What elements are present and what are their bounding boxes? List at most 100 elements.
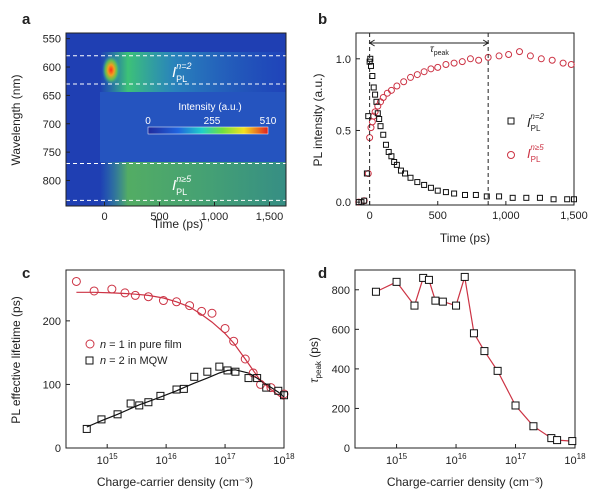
x-tick-label: 1015 [386, 452, 408, 467]
x-tick-label: 1016 [445, 452, 467, 467]
data-point-n2 [280, 391, 288, 400]
data-point-n2 [483, 193, 490, 200]
data-point-n2 [421, 181, 428, 188]
data-point-n5 [526, 52, 534, 60]
data-point-n1 [120, 288, 130, 298]
data-point-n2 [523, 194, 530, 201]
axes-ticks: 1015 1016 1017 1018 0 200 400 600 800 [332, 285, 586, 467]
data-point-n2 [402, 170, 409, 177]
y-axis-label: PL effective lifetime (ps) [9, 296, 23, 423]
data-point [438, 297, 447, 306]
data-point-n2 [571, 196, 577, 203]
data-point-n2 [393, 161, 400, 168]
y-tick-label: 650 [43, 90, 61, 102]
panel-a-label: a [22, 11, 31, 28]
data-point [392, 277, 401, 286]
y-tick-label: 700 [43, 119, 61, 131]
x-tick-label: 500 [150, 211, 168, 223]
data-point-n5 [559, 59, 567, 67]
panel-c-label: c [22, 265, 30, 282]
data-point-n2 [367, 62, 374, 69]
heatmap-band-n5 [100, 162, 286, 206]
data-point-n2 [97, 415, 106, 424]
axes-ticks: 0 500 1,000 1,500 550 600 650 700 750 800 [43, 34, 284, 223]
plot-marks [355, 48, 577, 206]
data-point [493, 366, 502, 375]
legend-label-n1: n = 1 in pure film [100, 339, 182, 351]
legend: n = 1 in pure film n = 2 in MQW [85, 339, 182, 367]
data-point-n5 [495, 52, 503, 60]
y-axis-label: Wavelength (nm) [9, 75, 23, 166]
data-point [371, 287, 380, 296]
x-tick-label: 500 [429, 210, 447, 222]
data-point-n2 [377, 123, 384, 130]
data-point [469, 329, 478, 338]
data-point [529, 422, 538, 431]
data-point-n5 [466, 55, 474, 63]
data-point-n5 [442, 61, 450, 69]
data-point [424, 275, 433, 284]
colorbar-mid-label: 255 [204, 116, 221, 127]
data-point-n2 [126, 399, 135, 408]
data-point-n5 [400, 78, 408, 86]
data-point-n2 [253, 374, 262, 383]
x-axis-label: Charge-carrier density (cm⁻³) [387, 475, 543, 489]
data-point-n2 [374, 110, 381, 117]
y-tick-label: 800 [332, 285, 350, 297]
data-point [410, 301, 419, 310]
heatmap-band-n2 [100, 52, 286, 92]
fit-line-n2 [86, 369, 285, 428]
fit-line-n1 [76, 291, 285, 401]
axes-frame [354, 269, 576, 449]
x-tick-label: 0 [101, 211, 107, 223]
data-point-n2 [274, 386, 283, 395]
data-point-n5 [537, 55, 545, 63]
y-tick-label: 100 [43, 379, 61, 391]
panel-c: c 1015 1016 1017 1018 0 100 200 n = 1 in pure … [9, 265, 295, 489]
series-line [375, 276, 573, 442]
dashed-lines [66, 55, 286, 201]
band-label-n5: IPLn≥5 [172, 174, 192, 197]
data-point-n5 [475, 56, 483, 64]
data-point-n2 [370, 84, 377, 91]
tau-arrowhead-left [368, 39, 375, 47]
data-point-n5 [413, 71, 421, 79]
x-tick-label: 1,000 [492, 210, 520, 222]
data-point-n2 [414, 179, 421, 186]
panel-d-label: d [318, 265, 327, 282]
y-tick-label: 800 [43, 175, 61, 187]
data-point-n2 [367, 55, 374, 62]
data-point-n2 [472, 191, 479, 198]
data-point-n1 [207, 308, 217, 318]
data-point-n1 [229, 336, 239, 346]
plot-marks [371, 272, 577, 446]
data-point-n2 [564, 196, 571, 203]
panel-a: a 0 500 1,000 1,500 550 600 650 700 750 800 Inten… [9, 11, 287, 231]
data-point-n2 [156, 391, 165, 400]
legend-marker-n5 [507, 151, 515, 159]
legend-label-n2: n = 2 in MQW [100, 355, 168, 367]
x-tick-label: 1,000 [201, 211, 229, 223]
panel-b-label: b [318, 11, 327, 28]
data-point-n2 [244, 374, 253, 383]
data-point [568, 437, 577, 446]
data-point-n2 [179, 384, 188, 393]
tau-arrowhead-right [482, 39, 490, 47]
x-tick-label: 1,500 [256, 211, 284, 223]
data-point-n5 [427, 65, 435, 73]
heatmap-image [66, 33, 286, 206]
data-point-n1 [172, 297, 182, 307]
y-tick-label: 0 [55, 443, 61, 455]
data-point-n2 [407, 174, 414, 181]
axes-frame [65, 32, 287, 207]
colorbar: Intensity (a.u.) 0 255 510 [145, 102, 277, 135]
data-point-n5 [379, 94, 387, 101]
x-tick-label: 1018 [564, 452, 586, 467]
legend-marker-n2 [507, 117, 515, 125]
data-point [460, 272, 469, 281]
tau-peak-label: τpeak [430, 44, 449, 57]
axes-frame [65, 269, 285, 449]
colorbar-min-label: 0 [145, 116, 151, 127]
x-tick-label: 0 [367, 210, 373, 222]
y-tick-label: 0.5 [336, 125, 351, 137]
